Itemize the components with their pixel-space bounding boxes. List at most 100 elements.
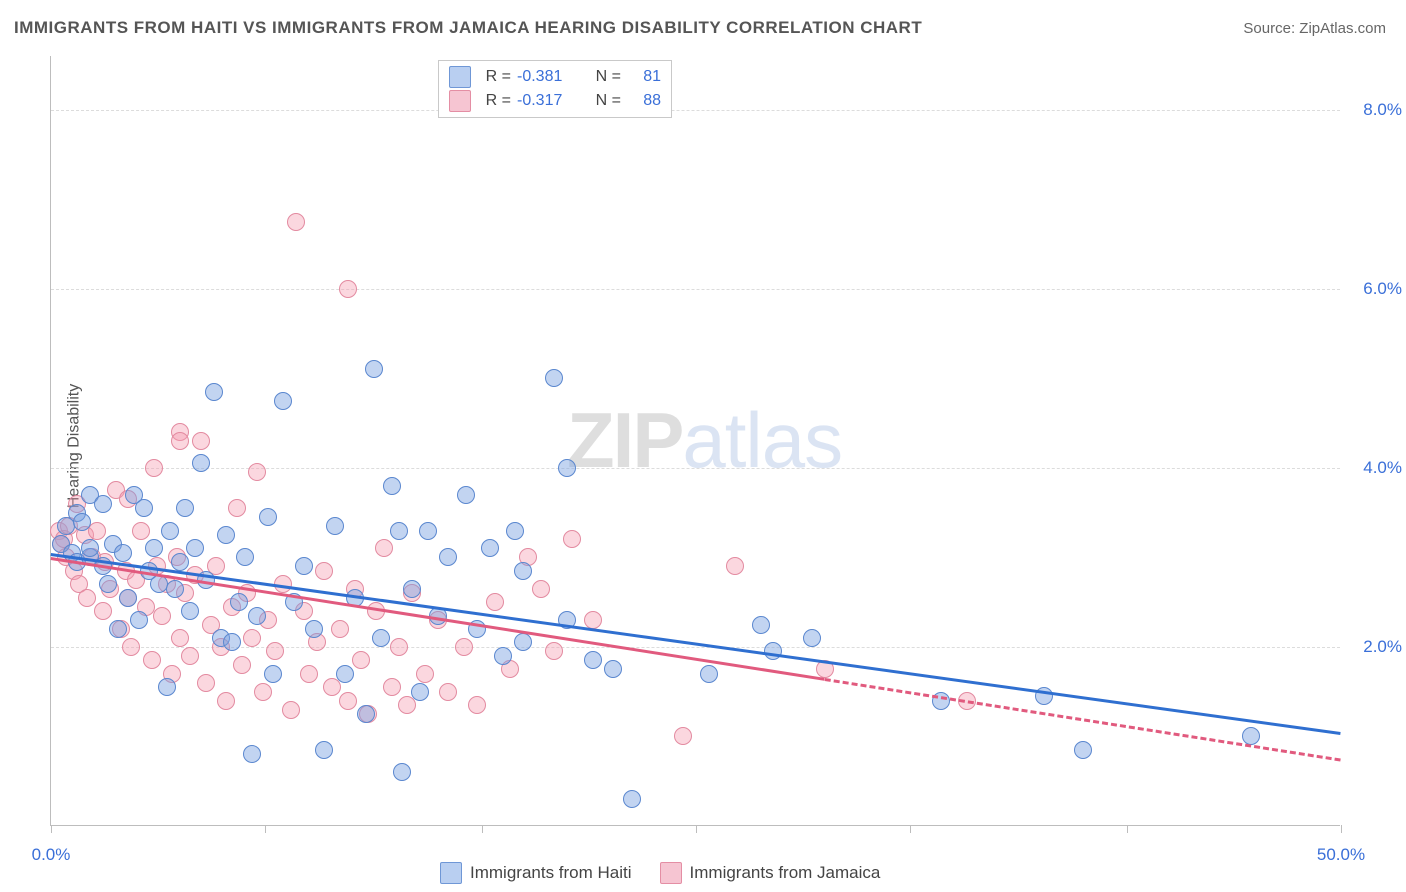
data-point-haiti [145, 539, 163, 557]
data-point-haiti [514, 562, 532, 580]
data-point-haiti [558, 459, 576, 477]
data-point-jamaica [266, 642, 284, 660]
data-point-haiti [94, 495, 112, 513]
data-point-jamaica [88, 522, 106, 540]
n-value: 81 [627, 68, 661, 86]
data-point-haiti [494, 647, 512, 665]
data-point-jamaica [398, 696, 416, 714]
data-point-jamaica [674, 727, 692, 745]
data-point-haiti [73, 513, 91, 531]
data-point-haiti [336, 665, 354, 683]
data-point-jamaica [563, 530, 581, 548]
data-point-jamaica [192, 432, 210, 450]
data-point-haiti [181, 602, 199, 620]
legend-item-haiti: Immigrants from Haiti [440, 862, 632, 884]
x-tick [910, 825, 911, 833]
data-point-jamaica [233, 656, 251, 674]
data-point-jamaica [439, 683, 457, 701]
x-tick [265, 825, 266, 833]
data-point-jamaica [171, 629, 189, 647]
data-point-haiti [259, 508, 277, 526]
data-point-haiti [205, 383, 223, 401]
data-point-jamaica [254, 683, 272, 701]
data-point-jamaica [282, 701, 300, 719]
data-point-jamaica [375, 539, 393, 557]
x-tick [1127, 825, 1128, 833]
data-point-haiti [383, 477, 401, 495]
data-point-haiti [604, 660, 622, 678]
data-point-jamaica [122, 638, 140, 656]
r-label: R = [477, 68, 511, 86]
data-point-jamaica [145, 459, 163, 477]
data-point-haiti [166, 580, 184, 598]
x-tick [51, 825, 52, 833]
correlation-legend: R =-0.381N =81R =-0.317N =88 [438, 60, 672, 118]
data-point-jamaica [545, 642, 563, 660]
data-point-jamaica [287, 213, 305, 231]
data-point-jamaica [486, 593, 504, 611]
y-tick-label: 8.0% [1346, 100, 1402, 120]
chart-title: IMMIGRANTS FROM HAITI VS IMMIGRANTS FROM… [14, 18, 922, 38]
data-point-jamaica [315, 562, 333, 580]
y-tick-label: 2.0% [1346, 637, 1402, 657]
data-point-jamaica [532, 580, 550, 598]
source-label: Source: [1243, 20, 1299, 37]
data-point-haiti [81, 539, 99, 557]
gridline [51, 110, 1340, 111]
data-point-jamaica [390, 638, 408, 656]
data-point-jamaica [300, 665, 318, 683]
data-point-haiti [411, 683, 429, 701]
data-point-jamaica [78, 589, 96, 607]
source-link[interactable]: ZipAtlas.com [1299, 20, 1386, 37]
x-tick [482, 825, 483, 833]
r-label: R = [477, 92, 511, 110]
data-point-jamaica [217, 692, 235, 710]
data-point-jamaica [197, 674, 215, 692]
data-point-jamaica [726, 557, 744, 575]
data-point-haiti [403, 580, 421, 598]
data-point-haiti [481, 539, 499, 557]
data-point-haiti [274, 392, 292, 410]
data-point-haiti [700, 665, 718, 683]
data-point-jamaica [132, 522, 150, 540]
data-point-haiti [119, 589, 137, 607]
data-point-haiti [545, 369, 563, 387]
legend-swatch [449, 66, 471, 88]
data-point-haiti [135, 499, 153, 517]
data-point-haiti [1074, 741, 1092, 759]
data-point-haiti [264, 665, 282, 683]
source-attribution: Source: ZipAtlas.com [1243, 20, 1386, 37]
data-point-haiti [114, 544, 132, 562]
watermark: ZIPatlas [567, 395, 842, 486]
correlation-row-haiti: R = -0.381 N = 81 [449, 65, 661, 89]
data-point-haiti [390, 522, 408, 540]
data-point-jamaica [171, 432, 189, 450]
data-point-haiti [161, 522, 179, 540]
data-point-haiti [393, 763, 411, 781]
data-point-haiti [109, 620, 127, 638]
data-point-jamaica [352, 651, 370, 669]
plot-area: 2.0%4.0%6.0%8.0%0.0%50.0%ZIPatlasR =-0.3… [50, 56, 1340, 826]
data-point-jamaica [339, 280, 357, 298]
data-point-jamaica [94, 602, 112, 620]
data-point-jamaica [143, 651, 161, 669]
data-point-haiti [514, 633, 532, 651]
data-point-haiti [223, 633, 241, 651]
r-value: -0.381 [517, 68, 581, 86]
data-point-jamaica [248, 463, 266, 481]
gridline [51, 289, 1340, 290]
n-label: N = [587, 68, 621, 86]
x-tick-label: 0.0% [32, 845, 71, 865]
x-tick-label: 50.0% [1317, 845, 1365, 865]
y-tick-label: 4.0% [1346, 458, 1402, 478]
data-point-jamaica [323, 678, 341, 696]
data-point-haiti [803, 629, 821, 647]
legend-item-jamaica: Immigrants from Jamaica [660, 862, 881, 884]
data-point-haiti [192, 454, 210, 472]
data-point-haiti [752, 616, 770, 634]
data-point-jamaica [243, 629, 261, 647]
r-value: -0.317 [517, 92, 581, 110]
data-point-haiti [439, 548, 457, 566]
data-point-haiti [176, 499, 194, 517]
gridline [51, 468, 1340, 469]
